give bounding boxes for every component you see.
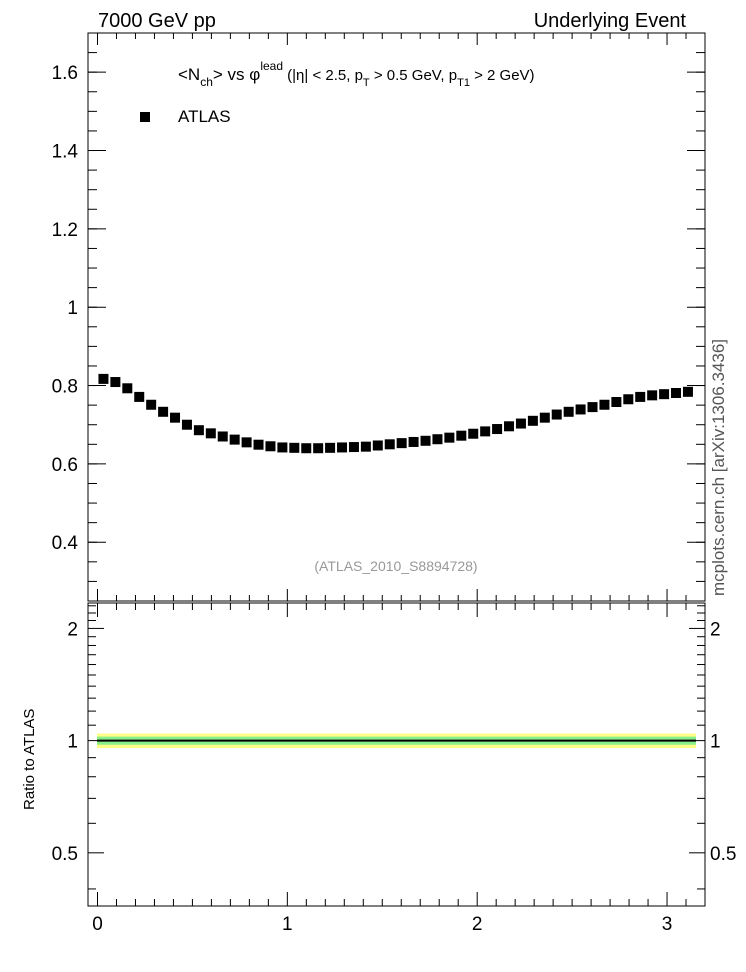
data-point bbox=[277, 442, 288, 453]
side-label: mcplots.cern.ch [arXiv:1306.3436] bbox=[709, 339, 728, 596]
data-point bbox=[611, 397, 622, 408]
data-point bbox=[468, 428, 479, 439]
data-point bbox=[146, 399, 157, 410]
main-y-tick-label: 0.6 bbox=[52, 455, 78, 476]
main-y-tick-label: 0.4 bbox=[52, 533, 79, 554]
data-point bbox=[682, 386, 693, 397]
x-tick-label: 0 bbox=[92, 914, 103, 935]
data-point bbox=[420, 435, 431, 446]
analysis-watermark: (ATLAS_2010_S8894728) bbox=[314, 558, 477, 574]
data-point bbox=[253, 439, 264, 450]
main-y-tick-label: 1.6 bbox=[52, 63, 78, 84]
data-point bbox=[504, 421, 515, 432]
data-point bbox=[289, 442, 300, 453]
data-point bbox=[170, 412, 181, 423]
x-tick-label: 1 bbox=[282, 914, 293, 935]
data-point bbox=[396, 438, 407, 449]
ratio-x-axis: 0 1 2 3 bbox=[92, 603, 687, 935]
data-point bbox=[480, 426, 491, 437]
data-point bbox=[647, 390, 658, 401]
data-point bbox=[599, 399, 610, 410]
data-point bbox=[122, 383, 133, 394]
data-point bbox=[348, 442, 359, 453]
data-point bbox=[313, 443, 324, 454]
data-point bbox=[110, 377, 121, 388]
data-point bbox=[372, 440, 383, 451]
data-point bbox=[337, 442, 348, 453]
main-y-tick-label: 1.4 bbox=[52, 142, 79, 163]
ratio-y-tick-label-right: 0.5 bbox=[710, 844, 736, 865]
data-point bbox=[384, 439, 395, 450]
data-points bbox=[98, 373, 693, 454]
plot-title: <Nch> vs φlead (|η| < 2.5, pT > 0.5 GeV,… bbox=[178, 59, 535, 89]
data-point bbox=[444, 432, 455, 443]
data-point bbox=[492, 424, 503, 435]
data-point bbox=[515, 418, 526, 429]
ratio-bands bbox=[97, 733, 696, 749]
main-x-axis-ticks bbox=[96, 33, 687, 601]
header-left: 7000 GeV pp bbox=[98, 10, 216, 32]
main-y-axis: 0.4 0.6 0.8 1 1.2 1.4 1.6 bbox=[52, 32, 705, 602]
data-point bbox=[360, 441, 371, 452]
data-point bbox=[563, 406, 574, 417]
main-y-tick-label: 1 bbox=[67, 298, 78, 319]
ratio-panel-frame bbox=[87, 602, 706, 907]
data-point bbox=[229, 434, 240, 445]
data-point bbox=[527, 415, 538, 426]
data-point bbox=[98, 373, 109, 384]
data-point bbox=[301, 443, 312, 454]
legend-marker bbox=[140, 112, 150, 122]
main-panel-frame bbox=[87, 32, 706, 602]
data-point bbox=[587, 402, 598, 413]
ratio-y-tick-label: 0.5 bbox=[52, 844, 78, 865]
ratio-ylabel: Ratio to ATLAS bbox=[21, 709, 38, 810]
data-point bbox=[539, 412, 550, 423]
header-right: Underlying Event bbox=[534, 10, 687, 32]
data-point bbox=[265, 441, 276, 452]
ratio-y-tick-label-right: 1 bbox=[710, 732, 721, 753]
legend-label: ATLAS bbox=[178, 107, 231, 126]
ratio-y-tick-label-right: 2 bbox=[710, 619, 721, 640]
data-point bbox=[456, 430, 467, 441]
data-point bbox=[241, 437, 252, 448]
data-point bbox=[181, 419, 192, 430]
data-point bbox=[635, 391, 646, 402]
x-tick-label: 2 bbox=[472, 914, 483, 935]
ratio-y-tick-label: 2 bbox=[67, 619, 78, 640]
data-point bbox=[659, 389, 670, 400]
main-y-tick-label: 1.2 bbox=[52, 220, 78, 241]
data-point bbox=[158, 406, 169, 417]
ratio-y-tick-label: 1 bbox=[67, 732, 78, 753]
ratio-y-axis: 0.5 0.5 1 1 2 2 bbox=[52, 605, 736, 890]
x-tick-label: 3 bbox=[662, 914, 673, 935]
data-point bbox=[623, 394, 634, 405]
data-point bbox=[205, 428, 216, 439]
data-point bbox=[575, 404, 586, 415]
data-point bbox=[671, 387, 682, 398]
data-point bbox=[551, 409, 562, 420]
data-point bbox=[193, 425, 204, 436]
data-point bbox=[408, 436, 419, 447]
data-point bbox=[134, 391, 145, 402]
data-point bbox=[325, 442, 336, 453]
data-point bbox=[432, 434, 443, 445]
main-y-tick-label: 0.8 bbox=[52, 377, 78, 398]
data-point bbox=[217, 431, 228, 442]
